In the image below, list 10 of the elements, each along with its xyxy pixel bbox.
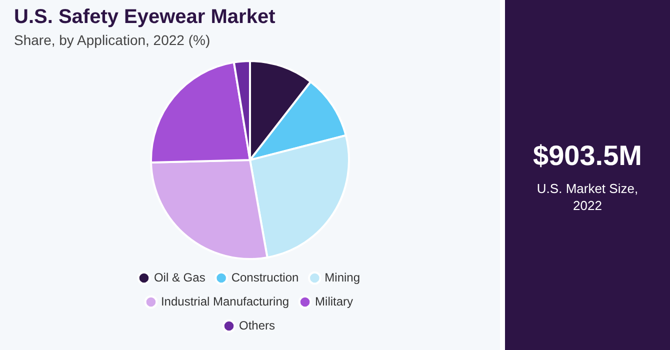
- legend-label: Military: [315, 294, 354, 308]
- text: U.S. Market Size, 2022: [536, 180, 640, 214]
- chart-subtitle: Share, by Application, 2022 (%): [14, 32, 210, 48]
- legend-label: Oil & Gas: [154, 270, 206, 284]
- text: $903.5M: [532, 140, 643, 172]
- legend-label: Others: [238, 318, 276, 332]
- legend-label: Construction: [231, 270, 299, 284]
- chart-title: U.S. Safety Eyewear Market: [14, 6, 276, 29]
- legend-label: Industrial Manufacturing: [160, 294, 290, 308]
- legend-label: Mining: [324, 270, 360, 284]
